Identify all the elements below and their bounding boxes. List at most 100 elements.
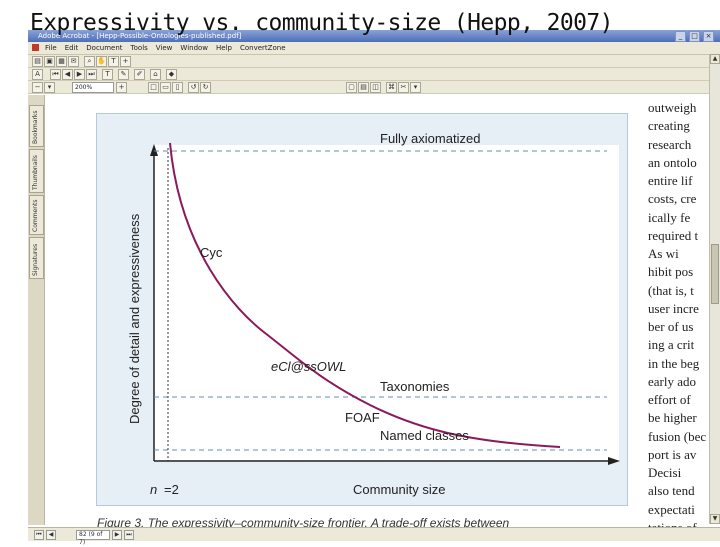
body-text-line: in the beg — [648, 355, 700, 371]
body-text-line: effort of — [648, 392, 691, 407]
body-text-line: ber of us — [648, 319, 694, 334]
body-text-line: costs, cre — [648, 191, 697, 207]
rotate-left-icon[interactable]: ↺ — [188, 82, 199, 93]
tab-thumbnails[interactable]: Thumbnails — [29, 149, 44, 193]
level-label-fully-axiomatized: Fully axiomatized — [380, 131, 480, 146]
pencil-tool-icon[interactable]: ✐ — [134, 69, 145, 80]
article-icon[interactable]: ✂ — [398, 82, 409, 93]
status-bar: ⏮ ◀ 82 (9 of 7) ▶ ⏭ — [28, 527, 720, 546]
close-button[interactable]: × — [703, 31, 714, 42]
toolbar-menu-icon[interactable]: ▾ — [410, 82, 421, 93]
menu-help[interactable]: Help — [216, 44, 232, 52]
body-text-line: user incre — [648, 300, 699, 316]
actual-size-icon[interactable]: □ — [148, 82, 159, 93]
x-axis-label: Community size — [353, 482, 445, 497]
body-text-line: entire lif — [648, 173, 693, 188]
facing-icon[interactable]: ◫ — [370, 82, 381, 93]
zoom-out-icon[interactable]: − — [32, 82, 43, 93]
body-text-line: (that is, t — [648, 282, 694, 298]
fit-width-icon[interactable]: ▯ — [172, 82, 183, 93]
search-icon[interactable]: ⌕ — [84, 56, 95, 67]
zoom-menu-icon[interactable]: ▾ — [44, 82, 55, 93]
minimize-button[interactable]: _ — [675, 31, 686, 42]
next-page-icon[interactable]: ▶ — [74, 69, 85, 80]
print-icon[interactable]: ▦ — [56, 56, 67, 67]
zoom-tool-icon[interactable]: + — [120, 56, 131, 67]
body-text-line: hibit pos — [648, 264, 694, 280]
body-text-line: an ontolo — [648, 154, 697, 170]
acrobat-icon — [32, 44, 39, 51]
open-icon[interactable]: ▤ — [32, 56, 43, 67]
toolbar-file: ▤ ▣ ▦ ✉ ⌕ ✋ T + — [28, 55, 720, 68]
y-axis-label: Degree of detail and expressiveness — [127, 213, 142, 424]
last-page-icon[interactable]: ⏭ — [86, 69, 97, 80]
y-axis-arrow — [150, 144, 158, 156]
hand-tool-icon[interactable]: ✋ — [96, 56, 107, 67]
window-titlebar: Adobe Acrobat - [Hepp-Possible-Ontologie… — [28, 30, 720, 42]
body-text-line: outweigh — [648, 100, 697, 115]
text-tool-icon[interactable]: T — [102, 69, 113, 80]
body-text-line: early ado — [648, 373, 697, 389]
x-marker-value: =2 — [164, 482, 179, 497]
rotate-right-icon[interactable]: ↻ — [200, 82, 211, 93]
body-text-line: fusion (bec — [648, 428, 707, 444]
window-title: Adobe Acrobat - [Hepp-Possible-Ontologie… — [38, 32, 242, 40]
toolbar-navigation: A ⏮ ◀ ▶ ⏭ T ✎ ✐ ⌂ ◆ — [28, 68, 720, 81]
maximize-button[interactable]: □ — [689, 31, 700, 42]
menu-window[interactable]: Window — [180, 44, 209, 52]
body-text-line: ing a crit — [648, 337, 695, 353]
stamp-tool-icon[interactable]: ⌂ — [150, 69, 161, 80]
menu-document[interactable]: Document — [86, 44, 123, 52]
tab-comments[interactable]: Comments — [29, 195, 44, 235]
menu-view[interactable]: View — [155, 44, 173, 52]
acrobat-logo-icon: A — [32, 69, 43, 80]
body-text-line: creating — [648, 118, 690, 134]
body-text-line: As wi — [648, 246, 679, 261]
first-page-icon[interactable]: ⏮ — [50, 69, 61, 80]
frontier-curve — [169, 142, 561, 448]
level-label-taxonomies: Taxonomies — [380, 379, 450, 394]
crop-tool-icon[interactable]: ◆ — [166, 69, 177, 80]
curve-label-cyc: Cyc — [200, 245, 223, 260]
menu-bar: File Edit Document Tools View Window Hel… — [28, 42, 720, 55]
body-text-column: outweigh creating research an ontolo entire … — [648, 99, 720, 537]
tab-bookmarks[interactable]: Bookmarks — [29, 105, 44, 147]
level-label-named-classes: Named classes — [380, 428, 469, 443]
x-marker-n: n — [150, 482, 157, 497]
body-text-line: research — [648, 136, 692, 152]
body-text-line: expectati — [648, 501, 695, 517]
body-text-line: ically fe — [648, 209, 691, 225]
continuous-icon[interactable]: ▤ — [358, 82, 369, 93]
menu-tools[interactable]: Tools — [130, 44, 148, 52]
select-text-icon[interactable]: T — [108, 56, 119, 67]
plot-area — [154, 145, 619, 460]
curve-label-eclass: eCl@ssOWL — [271, 359, 346, 374]
scroll-thumb[interactable] — [711, 244, 719, 304]
previous-page-icon[interactable]: ◀ — [62, 69, 73, 80]
body-text-line: Decisi — [648, 465, 682, 480]
fit-page-icon[interactable]: ▭ — [160, 82, 171, 93]
menu-file[interactable]: File — [45, 44, 57, 52]
curve-label-foaf: FOAF — [345, 410, 380, 425]
zoom-in-icon[interactable]: + — [116, 82, 127, 93]
web-capture-icon[interactable]: ⌘ — [386, 82, 397, 93]
body-text-line: also tend — [648, 483, 695, 499]
body-text-line: be higher — [648, 410, 697, 426]
email-icon[interactable]: ✉ — [68, 56, 79, 67]
save-icon[interactable]: ▣ — [44, 56, 55, 67]
zoom-level-field[interactable]: 200% — [72, 82, 114, 93]
body-text-line: port is av — [648, 446, 697, 462]
tab-signatures[interactable]: Signatures — [29, 237, 44, 279]
body-text-line: required t — [648, 227, 699, 243]
menu-edit[interactable]: Edit — [64, 44, 79, 52]
navigation-pane-tabs: Bookmarks Thumbnails Comments Signatures — [28, 95, 45, 525]
single-page-icon[interactable]: ▢ — [346, 82, 357, 93]
figure-caption: Figure 3. The expressivity–community-siz… — [97, 516, 510, 530]
slide-title: Expressivity vs. community-size (Hepp, 2… — [30, 10, 613, 36]
x-axis-arrow — [608, 457, 620, 465]
note-tool-icon[interactable]: ✎ — [118, 69, 129, 80]
vertical-scrollbar[interactable]: ▲ ▼ — [709, 54, 720, 524]
menu-convertzone[interactable]: ConvertZone — [240, 44, 286, 52]
toolbar-view: − ▾ 200% + □ ▭ ▯ ↺ ↻ ▢ ▤ ◫ ⌘ ✂ ▾ — [28, 81, 720, 94]
